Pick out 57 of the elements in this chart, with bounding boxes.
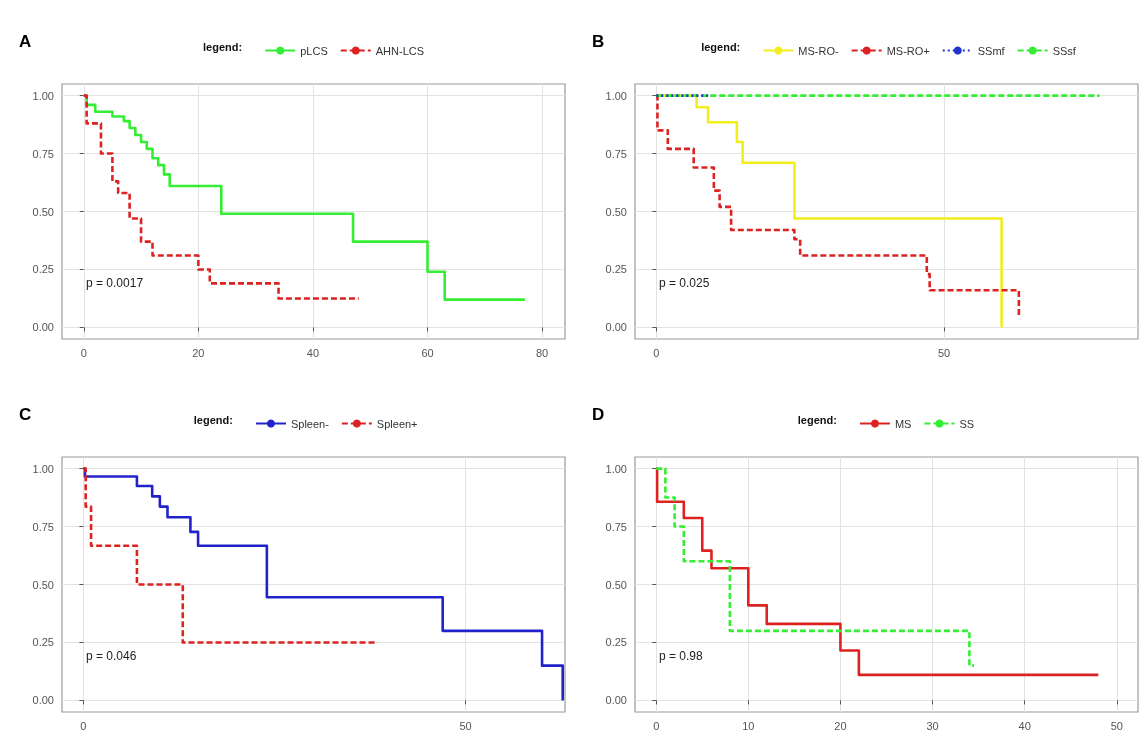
y-tick-label: 0.75 bbox=[32, 520, 54, 533]
y-tick-label: 0.00 bbox=[32, 321, 54, 334]
y-tick-label: 0.25 bbox=[605, 263, 627, 276]
legend-label: SSsf bbox=[1052, 44, 1077, 57]
y-tick-label: 0.75 bbox=[605, 147, 627, 160]
x-tick-label: 50 bbox=[459, 719, 472, 731]
y-tick-label: 0.50 bbox=[605, 205, 627, 218]
chart-title: C bbox=[19, 404, 32, 424]
y-tick-label: 0.25 bbox=[32, 263, 54, 276]
x-tick-label: 0 bbox=[652, 719, 659, 731]
x-tick-label: 20 bbox=[833, 719, 847, 731]
legend-label: MS bbox=[894, 417, 911, 429]
y-tick-label: 0.25 bbox=[605, 635, 627, 648]
annotation: p = 0.98 bbox=[658, 648, 703, 662]
x-tick-label: 40 bbox=[1018, 719, 1031, 731]
x-tick-label: 10 bbox=[741, 719, 754, 731]
y-tick-label: 0.00 bbox=[605, 321, 627, 334]
y-tick-label: 0.50 bbox=[32, 578, 54, 590]
y-tick-label: 0.75 bbox=[32, 147, 54, 160]
x-tick-label: 40 bbox=[306, 346, 320, 359]
x-tick-label: 0 bbox=[80, 346, 87, 359]
x-tick-label: 50 bbox=[1110, 719, 1123, 731]
y-tick-label: 1.00 bbox=[32, 89, 54, 102]
x-tick-label: 50 bbox=[937, 346, 950, 359]
x-tick-label: 0 bbox=[80, 719, 87, 731]
legend-label: Spleen- bbox=[290, 417, 330, 429]
legend-label: Spleen+ bbox=[376, 417, 418, 429]
y-tick-label: 0.75 bbox=[605, 520, 627, 533]
x-tick-label: 0 bbox=[652, 346, 659, 359]
x-tick-label: 30 bbox=[925, 719, 939, 731]
x-tick-label: 80 bbox=[535, 346, 549, 359]
x-tick-label: 20 bbox=[192, 346, 205, 359]
legend-title: legend: bbox=[797, 413, 837, 425]
y-tick-label: 1.00 bbox=[605, 462, 627, 475]
legend-label: SSmf bbox=[977, 44, 1006, 57]
legend-label: pLCS bbox=[300, 44, 328, 57]
y-tick-label: 1.00 bbox=[605, 89, 627, 102]
legend-label: SS bbox=[958, 417, 974, 429]
y-tick-label: 0.50 bbox=[605, 578, 627, 590]
legend-title: legend: bbox=[203, 40, 243, 53]
annotation: p = 0.025 bbox=[658, 275, 710, 290]
y-tick-label: 0.50 bbox=[32, 205, 54, 218]
legend-title: legend: bbox=[700, 40, 740, 53]
annotation: p = 0.046 bbox=[86, 648, 137, 662]
y-tick-label: 1.00 bbox=[32, 462, 54, 475]
y-tick-label: 0.00 bbox=[32, 693, 54, 706]
legend-title: legend: bbox=[193, 413, 233, 425]
legend-label: AHN-LCS bbox=[375, 44, 425, 57]
legend-label: MS-RO+ bbox=[886, 44, 930, 57]
chart-title: B bbox=[591, 32, 604, 51]
annotation: p = 0.0017 bbox=[86, 275, 144, 290]
legend-label: MS-RO- bbox=[797, 44, 839, 57]
y-tick-label: 0.00 bbox=[605, 693, 627, 706]
y-tick-label: 0.25 bbox=[32, 635, 54, 648]
chart-title: D bbox=[591, 404, 604, 424]
x-tick-label: 60 bbox=[421, 346, 434, 359]
chart-title: A bbox=[19, 32, 32, 51]
